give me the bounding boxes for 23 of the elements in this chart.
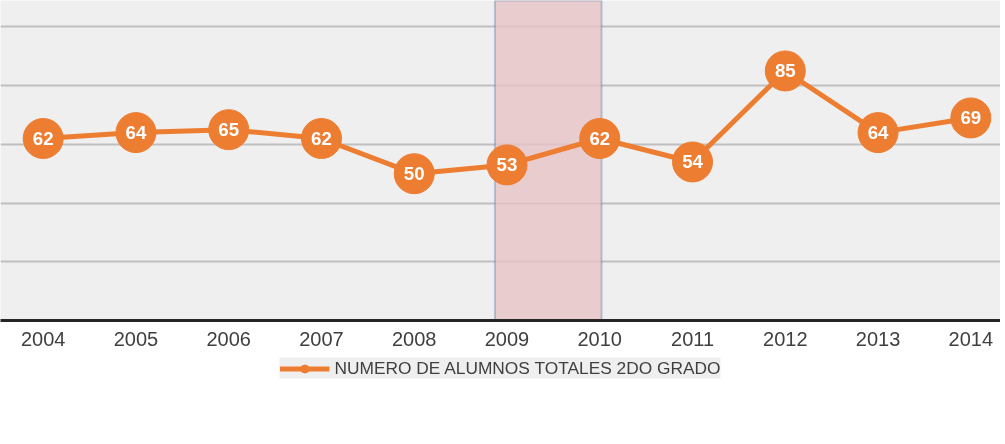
x-tick-label: 2010: [577, 327, 623, 350]
x-tick-label: 2009: [484, 327, 530, 350]
data-label: 62: [32, 127, 54, 149]
x-tick-label: 2005: [113, 327, 159, 350]
x-tick-label: 2006: [206, 327, 251, 350]
x-tick-label: 2014: [948, 327, 994, 350]
data-label: 64: [125, 122, 147, 144]
x-tick-label: 2004: [20, 327, 66, 350]
data-label: 62: [589, 127, 611, 149]
data-label: 69: [960, 107, 982, 129]
x-tick-label: 2008: [391, 327, 437, 350]
data-label: 53: [496, 154, 518, 176]
legend-label: NUMERO DE ALUMNOS TOTALES 2DO GRADO: [334, 357, 721, 379]
x-tick-label: 2012: [763, 327, 808, 350]
x-tick-label: 2007: [299, 327, 344, 350]
data-label: 62: [311, 127, 332, 149]
data-label: 85: [774, 60, 796, 82]
x-tick-label: 2011: [671, 327, 715, 350]
data-label: 50: [403, 163, 425, 185]
data-label: 54: [682, 151, 704, 173]
data-label: 65: [218, 119, 240, 141]
x-tick-label: 2013: [855, 327, 901, 350]
data-label: 64: [867, 122, 890, 144]
